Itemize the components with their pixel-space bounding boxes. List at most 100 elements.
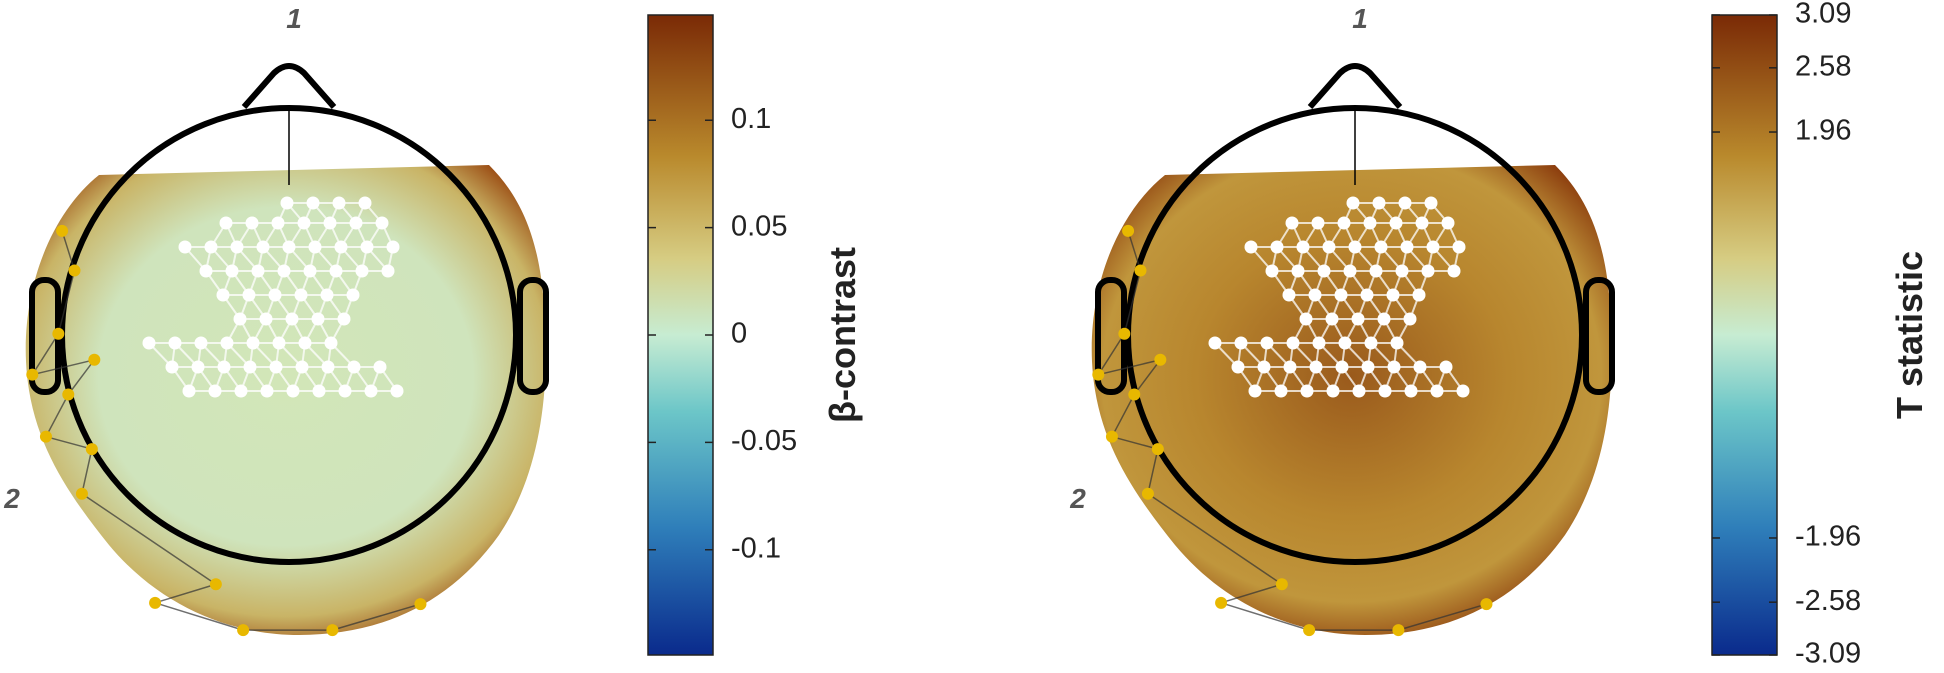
cluster-sensor [1286,336,1300,350]
cluster-sensor [311,312,325,326]
sensor-link [154,583,217,604]
cluster-sensor [245,216,259,230]
cluster-sensor [1377,312,1391,326]
cluster-sensor [1334,288,1348,302]
cluster-sensor [1234,336,1248,350]
sensor-link [1098,359,1161,376]
sensor [1275,578,1288,591]
ear [1583,277,1615,395]
cluster-sensor [191,360,205,374]
cluster-sensor [225,264,239,278]
cluster-sensor [1265,264,1279,278]
cluster-sensor [1441,216,1455,230]
cluster-sensor [268,288,282,302]
tick-label: -3.09 [1795,638,1861,670]
cluster-sensor [1325,312,1339,326]
sensor-link [1097,333,1125,376]
cluster-sensor [234,384,248,398]
cluster-sensor [199,264,213,278]
cluster-sensor [1337,216,1351,230]
sensor [39,430,52,443]
sensor [209,578,222,591]
sensor [1118,327,1131,340]
cluster-sensor [1413,360,1427,374]
cluster-sensor [1285,216,1299,230]
cluster-sensor [220,336,234,350]
cluster-sensor [1456,384,1470,398]
cluster-sensor [204,240,218,254]
cluster-sensor [1374,240,1388,254]
head-label: 1 [1352,3,1368,34]
cluster-sensor [337,312,351,326]
cluster-sensor [256,240,270,254]
sensor [75,487,88,500]
cluster-sensor [303,264,317,278]
cluster-sensor [338,384,352,398]
colorbar-label: β-contrast [822,247,863,423]
cluster-sensor [349,216,363,230]
cluster-sensor [294,288,308,302]
topoplot [1091,63,1615,637]
sensor [68,264,81,277]
cluster-sensor [1338,336,1352,350]
cluster-sensor [306,196,320,210]
cluster-sensor [1248,384,1262,398]
cluster-sensor [1348,240,1362,254]
colorbar [1711,14,1778,656]
sensor [1303,624,1316,637]
cluster-sensor [1282,288,1296,302]
cluster-sensor [1270,240,1284,254]
sensor [1392,624,1405,637]
cluster-sensor [1387,360,1401,374]
cluster-sensor [1430,384,1444,398]
sensor-link [1147,448,1159,494]
cluster-sensor [360,240,374,254]
cluster-sensor [1361,360,1375,374]
cluster-sensor [208,384,222,398]
cluster-sensor [298,336,312,350]
sensor [1151,443,1164,456]
cluster-sensor [285,312,299,326]
cluster-sensor [1372,196,1386,210]
cluster-sensor [1312,336,1326,350]
sensor-link [45,435,93,450]
sensor [1092,368,1105,381]
cluster-sensor [1351,312,1365,326]
sensor-link [67,359,95,395]
cluster-sensor [1317,264,1331,278]
cluster-sensor [178,240,192,254]
cluster-sensor [194,336,208,350]
cluster-sensor [286,384,300,398]
sensor-link [1133,359,1161,395]
cluster-sensor [217,360,231,374]
tick-label: 0 [731,318,747,350]
sensor [52,327,65,340]
cluster-sensor [1257,360,1271,374]
sensor [326,624,339,637]
cluster-sensor [1274,384,1288,398]
cluster-sensor [375,216,389,230]
cluster-sensor [1439,360,1453,374]
cluster-sensor [1208,336,1222,350]
cluster-sensor [1412,288,1426,302]
head-label: 2 [1069,483,1086,514]
topoplot [25,63,549,637]
sensor-link [1127,230,1142,271]
sensor-link [1147,493,1283,585]
cluster-sensor [390,384,404,398]
sensor [149,596,162,609]
cluster-sensor [1296,240,1310,254]
cluster-sensor [381,264,395,278]
cluster-sensor [334,240,348,254]
sensor [1134,264,1147,277]
cluster-sensor [1283,360,1297,374]
cluster-sensor [246,336,260,350]
sensor [85,443,98,456]
cluster-sensor [1364,336,1378,350]
sensor-link [81,448,93,494]
cluster-sensor [308,240,322,254]
sensor-link [32,359,95,376]
cluster-sensor [355,264,369,278]
cluster-sensor [386,240,400,254]
cluster-sensor [1260,336,1274,350]
